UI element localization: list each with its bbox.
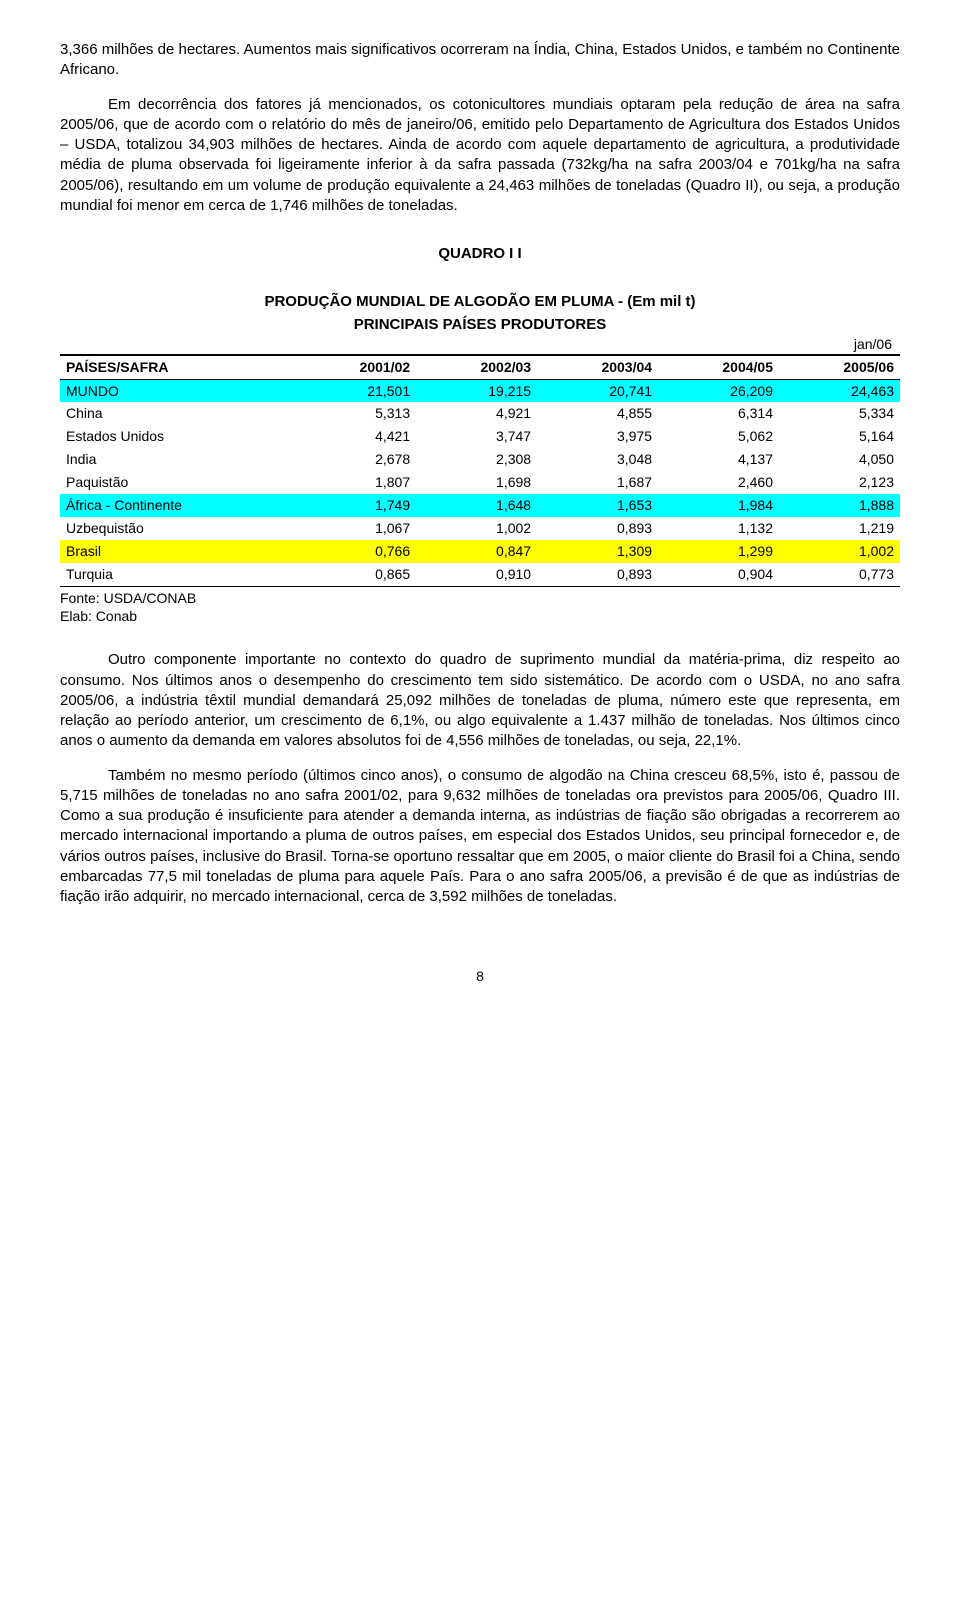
table-cell: India [60, 448, 295, 471]
table-cell: 1,219 [779, 517, 900, 540]
th-col: 2004/05 [658, 355, 779, 379]
table-cell: Estados Unidos [60, 425, 295, 448]
table-row: Uzbequistão1,0671,0020,8931,1321,219 [60, 517, 900, 540]
th-country: PAÍSES/SAFRA [60, 355, 295, 379]
table-cell: 5,062 [658, 425, 779, 448]
table-cell: 4,855 [537, 402, 658, 425]
table-cell: 6,314 [658, 402, 779, 425]
table-cell: 2,308 [416, 448, 537, 471]
table-cell: 1,653 [537, 494, 658, 517]
table-cell: 1,648 [416, 494, 537, 517]
table-cell: 4,421 [295, 425, 416, 448]
table-cell: 3,975 [537, 425, 658, 448]
table-cell: 5,334 [779, 402, 900, 425]
table-cell: 20,741 [537, 379, 658, 402]
table-cell: China [60, 402, 295, 425]
table-source: Fonte: USDA/CONAB Elab: Conab [60, 589, 900, 627]
table-cell: 2,460 [658, 471, 779, 494]
table-date: jan/06 [60, 335, 900, 354]
table-cell: 1,002 [416, 517, 537, 540]
table-cell: 0,893 [537, 563, 658, 586]
table-cell: Turquia [60, 563, 295, 586]
table-cell: 0,893 [537, 517, 658, 540]
table-cell: Brasil [60, 540, 295, 563]
table-cell: 5,164 [779, 425, 900, 448]
table-title-1: QUADRO I I [60, 244, 900, 264]
production-table: PAÍSES/SAFRA 2001/02 2002/03 2003/04 200… [60, 354, 900, 587]
table-cell: 26,209 [658, 379, 779, 402]
table-row: India2,6782,3083,0484,1374,050 [60, 448, 900, 471]
th-col: 2001/02 [295, 355, 416, 379]
table-cell: 1,807 [295, 471, 416, 494]
paragraph-3: Outro componente importante no contexto … [60, 650, 900, 751]
table-cell: 1,984 [658, 494, 779, 517]
table-row: África - Continente1,7491,6481,6531,9841… [60, 494, 900, 517]
table-cell: 5,313 [295, 402, 416, 425]
table-row: China5,3134,9214,8556,3145,334 [60, 402, 900, 425]
table-row: MUNDO21,50119,21520,74126,20924,463 [60, 379, 900, 402]
table-cell: 0,847 [416, 540, 537, 563]
table-row: Brasil0,7660,8471,3091,2991,002 [60, 540, 900, 563]
table-cell: Uzbequistão [60, 517, 295, 540]
table-cell: 0,865 [295, 563, 416, 586]
table-cell: 1,687 [537, 471, 658, 494]
table-cell: 1,888 [779, 494, 900, 517]
table-cell: 3,048 [537, 448, 658, 471]
table-row: Estados Unidos4,4213,7473,9755,0625,164 [60, 425, 900, 448]
table-cell: África - Continente [60, 494, 295, 517]
th-col: 2005/06 [779, 355, 900, 379]
table-cell: 24,463 [779, 379, 900, 402]
table-cell: 4,921 [416, 402, 537, 425]
table-cell: 1,698 [416, 471, 537, 494]
table-cell: 1,749 [295, 494, 416, 517]
table-title-2: PRODUÇÃO MUNDIAL DE ALGODÃO EM PLUMA - (… [60, 292, 900, 312]
table-cell: 3,747 [416, 425, 537, 448]
table-cell: 2,123 [779, 471, 900, 494]
th-col: 2003/04 [537, 355, 658, 379]
table-cell: 1,132 [658, 517, 779, 540]
table-cell: 1,002 [779, 540, 900, 563]
th-col: 2002/03 [416, 355, 537, 379]
table-cell: Paquistão [60, 471, 295, 494]
table-row: Paquistão1,8071,6981,6872,4602,123 [60, 471, 900, 494]
table-header-row: PAÍSES/SAFRA 2001/02 2002/03 2003/04 200… [60, 355, 900, 379]
table-row: Turquia0,8650,9100,8930,9040,773 [60, 563, 900, 586]
table-cell: 2,678 [295, 448, 416, 471]
table-cell: 19,215 [416, 379, 537, 402]
table-cell: MUNDO [60, 379, 295, 402]
table-title-3: PRINCIPAIS PAÍSES PRODUTORES [60, 315, 900, 335]
table-cell: 0,910 [416, 563, 537, 586]
table-cell: 1,299 [658, 540, 779, 563]
paragraph-1: 3,366 milhões de hectares. Aumentos mais… [60, 40, 900, 81]
table-cell: 0,773 [779, 563, 900, 586]
table-cell: 0,904 [658, 563, 779, 586]
table-cell: 0,766 [295, 540, 416, 563]
table-cell: 4,137 [658, 448, 779, 471]
paragraph-4: Também no mesmo período (últimos cinco a… [60, 766, 900, 908]
paragraph-2: Em decorrência dos fatores já mencionado… [60, 95, 900, 217]
table-cell: 1,067 [295, 517, 416, 540]
table-cell: 1,309 [537, 540, 658, 563]
page-number: 8 [60, 967, 900, 986]
table-cell: 4,050 [779, 448, 900, 471]
table-cell: 21,501 [295, 379, 416, 402]
